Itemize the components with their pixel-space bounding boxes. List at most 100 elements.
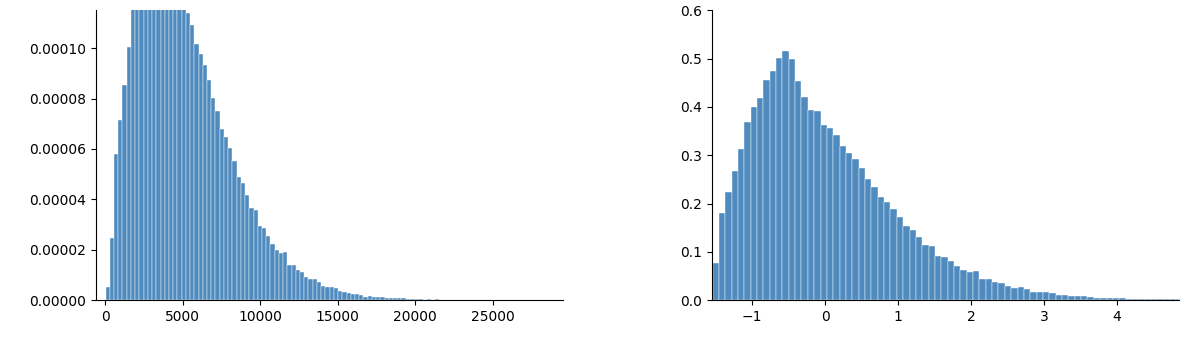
Bar [1119, 298, 1125, 300]
Bar [1157, 299, 1163, 300]
Bar [808, 110, 814, 300]
Bar [998, 283, 1004, 300]
Bar [802, 97, 808, 300]
Bar [215, 111, 220, 300]
Bar [1056, 295, 1062, 300]
Bar [237, 177, 241, 300]
Bar [207, 80, 211, 300]
Bar [827, 128, 833, 300]
Bar [1050, 293, 1056, 300]
Bar [986, 279, 992, 300]
Bar [1177, 299, 1183, 300]
Bar [1152, 299, 1157, 300]
Bar [891, 209, 897, 300]
Bar [776, 58, 783, 300]
Bar [359, 295, 364, 300]
Bar [351, 294, 356, 300]
Bar [973, 271, 979, 300]
Bar [960, 270, 967, 300]
Bar [220, 129, 224, 300]
Bar [321, 286, 326, 300]
Bar [406, 299, 409, 300]
Bar [300, 272, 304, 300]
Bar [751, 107, 757, 300]
Bar [144, 0, 148, 300]
Bar [783, 51, 789, 300]
Bar [114, 154, 119, 300]
Bar [456, 299, 461, 300]
Bar [1011, 288, 1017, 300]
Bar [839, 146, 846, 300]
Bar [795, 81, 802, 300]
Bar [427, 299, 431, 300]
Bar [1169, 299, 1177, 300]
Bar [877, 197, 885, 300]
Bar [858, 168, 865, 300]
Bar [249, 208, 254, 300]
Bar [979, 279, 986, 300]
Bar [284, 252, 287, 300]
Bar [1189, 299, 1196, 300]
Bar [1163, 299, 1169, 300]
Bar [1037, 292, 1043, 300]
Bar [770, 71, 776, 300]
Bar [105, 287, 110, 300]
Bar [342, 292, 346, 300]
Bar [304, 277, 309, 300]
Bar [199, 55, 202, 300]
Bar [287, 265, 292, 300]
Bar [935, 256, 941, 300]
Bar [871, 187, 877, 300]
Bar [1138, 299, 1144, 300]
Bar [224, 137, 229, 300]
Bar [992, 282, 998, 300]
Bar [110, 238, 114, 300]
Bar [211, 98, 215, 300]
Bar [389, 298, 393, 300]
Bar [764, 80, 770, 300]
Bar [439, 299, 444, 300]
Bar [922, 245, 929, 300]
Bar [254, 210, 257, 300]
Bar [257, 226, 262, 300]
Bar [1125, 298, 1132, 300]
Bar [423, 299, 427, 300]
Bar [414, 299, 419, 300]
Bar [1043, 292, 1050, 300]
Bar [1113, 298, 1119, 300]
Bar [364, 297, 367, 300]
Bar [393, 298, 397, 300]
Bar [1031, 292, 1037, 300]
Bar [122, 85, 127, 300]
Bar [157, 0, 160, 300]
Bar [1094, 298, 1100, 300]
Bar [712, 263, 719, 300]
Bar [338, 291, 342, 300]
Bar [376, 297, 381, 300]
Bar [1081, 296, 1087, 300]
Bar [148, 0, 152, 300]
Bar [821, 125, 827, 300]
Bar [274, 249, 279, 300]
Bar [174, 0, 177, 300]
Bar [1075, 296, 1081, 300]
Bar [1004, 286, 1011, 300]
Bar [833, 136, 839, 300]
Bar [356, 294, 359, 300]
Bar [419, 299, 423, 300]
Bar [731, 171, 739, 300]
Bar [334, 288, 338, 300]
Bar [1069, 296, 1075, 300]
Bar [1144, 299, 1152, 300]
Bar [719, 213, 725, 300]
Bar [745, 122, 751, 300]
Bar [904, 226, 910, 300]
Bar [160, 0, 165, 300]
Bar [381, 297, 384, 300]
Bar [929, 246, 935, 300]
Bar [384, 297, 389, 300]
Bar [186, 13, 190, 300]
Bar [130, 3, 135, 300]
Bar [846, 153, 852, 300]
Bar [271, 244, 274, 300]
